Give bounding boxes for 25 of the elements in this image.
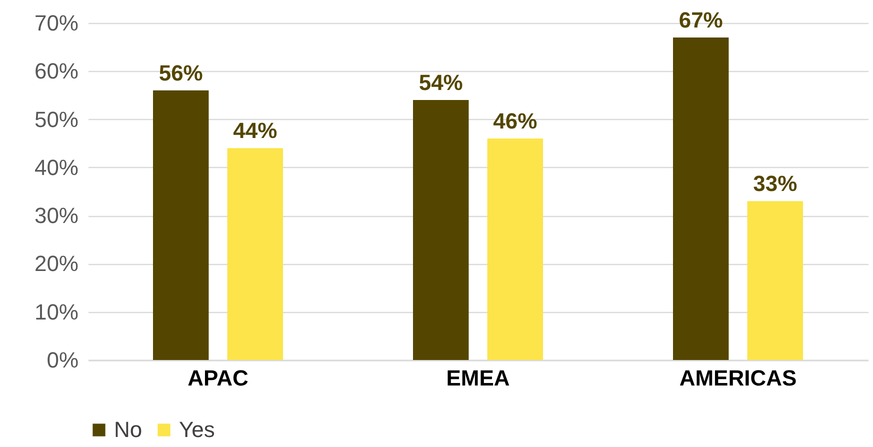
bar bbox=[227, 148, 283, 360]
bar bbox=[413, 100, 469, 360]
data-label: 44% bbox=[233, 118, 278, 144]
data-label: 56% bbox=[158, 60, 203, 86]
legend-label: No bbox=[114, 417, 142, 442]
data-label: 33% bbox=[753, 171, 798, 196]
bar bbox=[153, 90, 209, 360]
data-label: 67% bbox=[678, 7, 723, 32]
bar bbox=[747, 201, 803, 360]
data-label: 46% bbox=[493, 108, 538, 134]
data-label: 54% bbox=[418, 70, 463, 96]
legend-label: Yes bbox=[179, 417, 215, 442]
y-tick-label: 40% bbox=[34, 154, 78, 180]
y-tick-label: 0% bbox=[46, 348, 78, 372]
x-tick-label: EMEA bbox=[446, 366, 510, 390]
bar bbox=[487, 138, 543, 360]
y-tick-label: 50% bbox=[34, 106, 78, 132]
y-tick-label: 20% bbox=[34, 251, 78, 276]
y-tick-label: 30% bbox=[34, 203, 78, 228]
y-tick-label: 10% bbox=[34, 299, 78, 324]
x-tick-label: AMERICAS bbox=[679, 366, 797, 390]
y-tick-label: 60% bbox=[34, 58, 78, 84]
y-tick-label: 70% bbox=[34, 10, 78, 36]
bar bbox=[673, 37, 729, 360]
x-tick-label: APAC bbox=[188, 366, 248, 390]
